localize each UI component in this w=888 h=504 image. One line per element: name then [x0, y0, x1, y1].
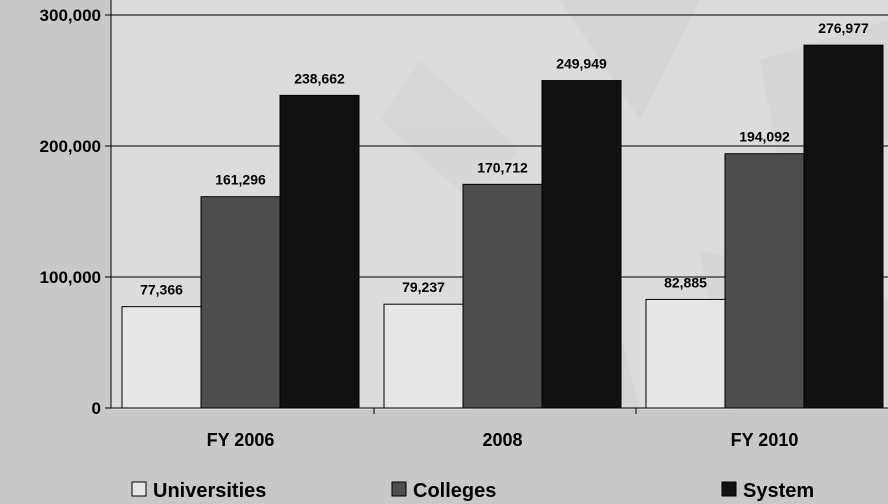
data-label: 82,885 [664, 274, 707, 290]
legend-swatch-colleges [391, 481, 407, 497]
bar-colleges-2 [462, 183, 543, 409]
data-label: 238,662 [294, 70, 345, 86]
legend: Universities Colleges System [131, 480, 814, 502]
bar-universities-1 [121, 306, 202, 409]
bar-system-2 [541, 80, 622, 409]
x-tick-label: FY 2006 [207, 430, 275, 450]
data-labels: 77,366 161,296 238,662 79,237 170,712 249,949… [140, 20, 869, 297]
axes: 0 100,000 200,000 300,000 FY 2006 2008 FY 2010 [40, 0, 888, 450]
bar-system-3 [803, 44, 884, 409]
x-tick-label: FY 2010 [731, 430, 799, 450]
y-tick-label: 300,000 [40, 6, 101, 25]
data-label: 194,092 [739, 129, 790, 145]
y-tick-label: 0 [92, 399, 101, 418]
data-label: 77,366 [140, 282, 183, 298]
bar-colleges-1 [200, 196, 281, 409]
y-tick-label: 200,000 [40, 137, 101, 156]
legend-label-system: System [743, 480, 814, 502]
bars [121, 44, 884, 409]
bar-universities-2 [383, 303, 464, 409]
legend-label-colleges: Colleges [413, 480, 496, 502]
y-tick-label: 100,000 [40, 268, 101, 287]
bar-universities-3 [645, 298, 726, 409]
data-label: 79,237 [402, 279, 445, 295]
bar-colleges-3 [724, 153, 805, 409]
legend-swatch-universities [131, 481, 147, 497]
data-label: 276,977 [818, 20, 869, 36]
data-label: 170,712 [477, 159, 528, 175]
legend-label-universities: Universities [153, 480, 266, 502]
data-label: 249,949 [556, 56, 607, 72]
data-label: 161,296 [215, 172, 266, 188]
legend-swatch-system [721, 481, 737, 497]
x-tick-label: 2008 [482, 430, 522, 450]
bar-system-1 [279, 94, 360, 409]
